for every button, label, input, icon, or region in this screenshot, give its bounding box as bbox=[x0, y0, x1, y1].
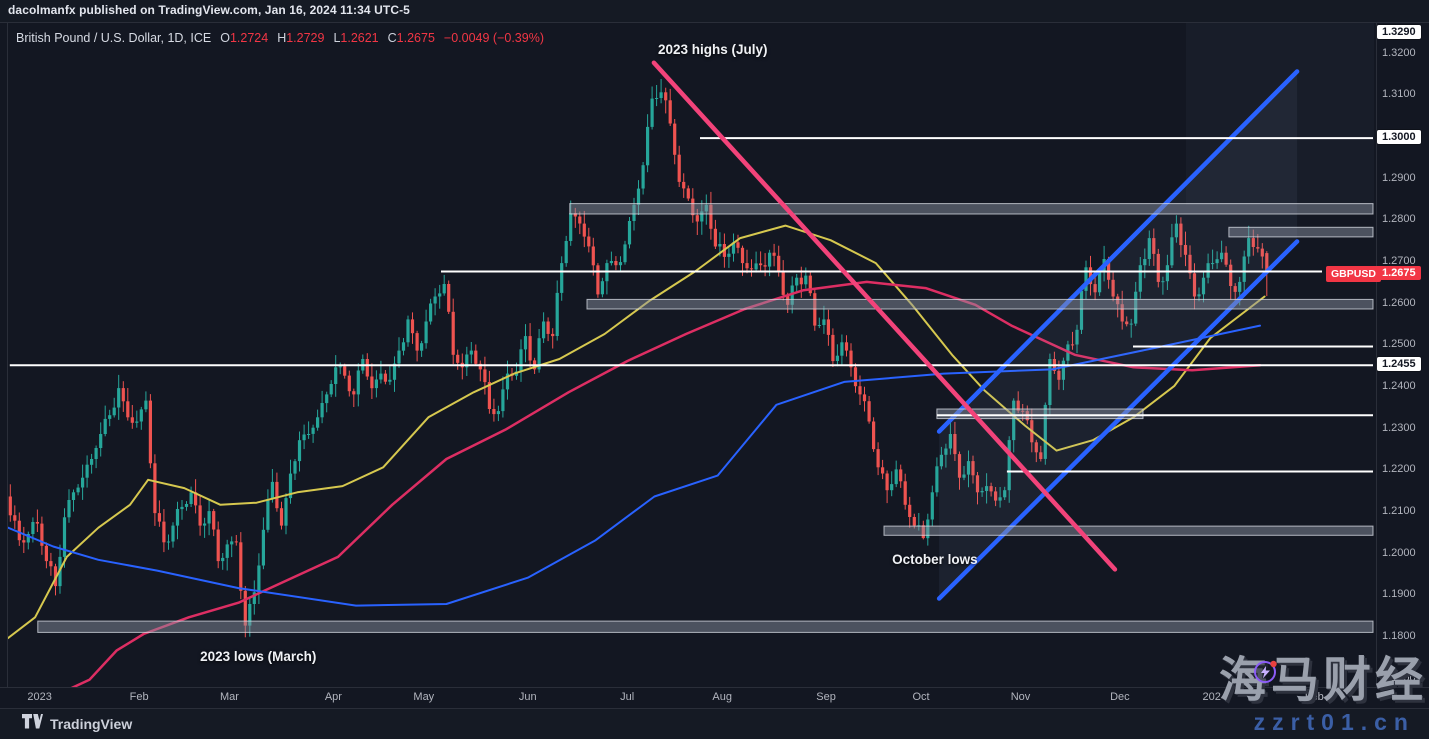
price-tick-1.2600: 1.2600 bbox=[1382, 296, 1416, 309]
time-tick-Aug: Aug bbox=[712, 691, 732, 703]
price-tick-1.2800: 1.2800 bbox=[1382, 213, 1416, 226]
site-watermark: zzrt01.cn bbox=[1253, 709, 1415, 735]
price-tick-1.2200: 1.2200 bbox=[1382, 463, 1416, 476]
time-tick-Apr: Apr bbox=[324, 691, 342, 703]
time-tick-Jul: Jul bbox=[620, 691, 635, 703]
price-tick-1.3200: 1.3200 bbox=[1382, 46, 1416, 59]
publisher-header: dacolmanfx published on TradingView.com,… bbox=[8, 3, 410, 17]
price-tick-1.3290: 1.3290 bbox=[1377, 25, 1421, 39]
quote-l: L1.2621 bbox=[333, 31, 379, 45]
price-tick-1.1700: 1.1700 bbox=[1382, 671, 1416, 684]
time-tick-Nov: Nov bbox=[1010, 691, 1031, 703]
ohlc-values: O1.2724 H1.2729 L1.2621 C1.2675 bbox=[211, 31, 435, 45]
price-tick-1.2455: 1.2455 bbox=[1377, 357, 1421, 372]
symbol-title[interactable]: British Pound / U.S. Dollar, 1D, ICE bbox=[16, 31, 212, 45]
time-tick-Mar: Mar bbox=[220, 691, 239, 703]
ticker-label: GBPUSD bbox=[1326, 265, 1381, 282]
annotation-2023-lows[interactable]: 2023 lows (March) bbox=[200, 649, 317, 665]
time-tick-Feb: Feb bbox=[129, 691, 149, 703]
annotation-october-lows[interactable]: October lows bbox=[892, 552, 978, 568]
price-tick-1.3100: 1.3100 bbox=[1382, 88, 1416, 101]
price-tick-1.1800: 1.1800 bbox=[1382, 630, 1416, 643]
time-tick-Dec: Dec bbox=[1110, 691, 1130, 703]
time-tick-Oct: Oct bbox=[912, 691, 930, 703]
price-tick-1.2500: 1.2500 bbox=[1382, 338, 1416, 351]
price-tick-1.3000: 1.3000 bbox=[1377, 130, 1421, 145]
time-tick-Sep: Sep bbox=[816, 691, 836, 703]
quote-h: H1.2729 bbox=[277, 31, 325, 45]
symbol-title-row: British Pound / U.S. Dollar, 1D, ICE O1.2… bbox=[16, 31, 544, 45]
price-tick-1.2100: 1.2100 bbox=[1382, 505, 1416, 518]
watermark-logo-icon bbox=[1250, 656, 1280, 691]
time-tick-May: May bbox=[413, 691, 435, 703]
time-tick-Jun: Jun bbox=[518, 691, 537, 703]
change-value: −0.0049 (−0.39%) bbox=[443, 31, 544, 45]
price-tick-1.2300: 1.2300 bbox=[1382, 421, 1416, 434]
price-tick-1.1900: 1.1900 bbox=[1382, 588, 1416, 601]
tradingview-brand-text: TradingView bbox=[50, 716, 133, 732]
time-tick-2024: 2024 bbox=[1202, 691, 1228, 703]
annotation-2023-highs[interactable]: 2023 highs (July) bbox=[658, 42, 768, 57]
price-tick-1.2900: 1.2900 bbox=[1382, 171, 1416, 184]
time-tick-2023: 2023 bbox=[27, 691, 52, 703]
price-tick-1.2675: 1.2675 bbox=[1377, 265, 1421, 280]
quote-o: O1.2724 bbox=[220, 31, 269, 45]
price-tick-1.2000: 1.2000 bbox=[1382, 546, 1416, 559]
tradingview-brand[interactable]: TradingView bbox=[22, 714, 132, 734]
price-tick-1.2700: 1.2700 bbox=[1382, 255, 1416, 268]
cjk-watermark: 海马财经 bbox=[1218, 654, 1427, 707]
price-tick-1.2400: 1.2400 bbox=[1382, 380, 1416, 393]
quote-c: C1.2675 bbox=[387, 31, 435, 45]
time-tick-Feb: Feb bbox=[1304, 691, 1324, 703]
tradingview-logo-icon bbox=[22, 714, 43, 734]
